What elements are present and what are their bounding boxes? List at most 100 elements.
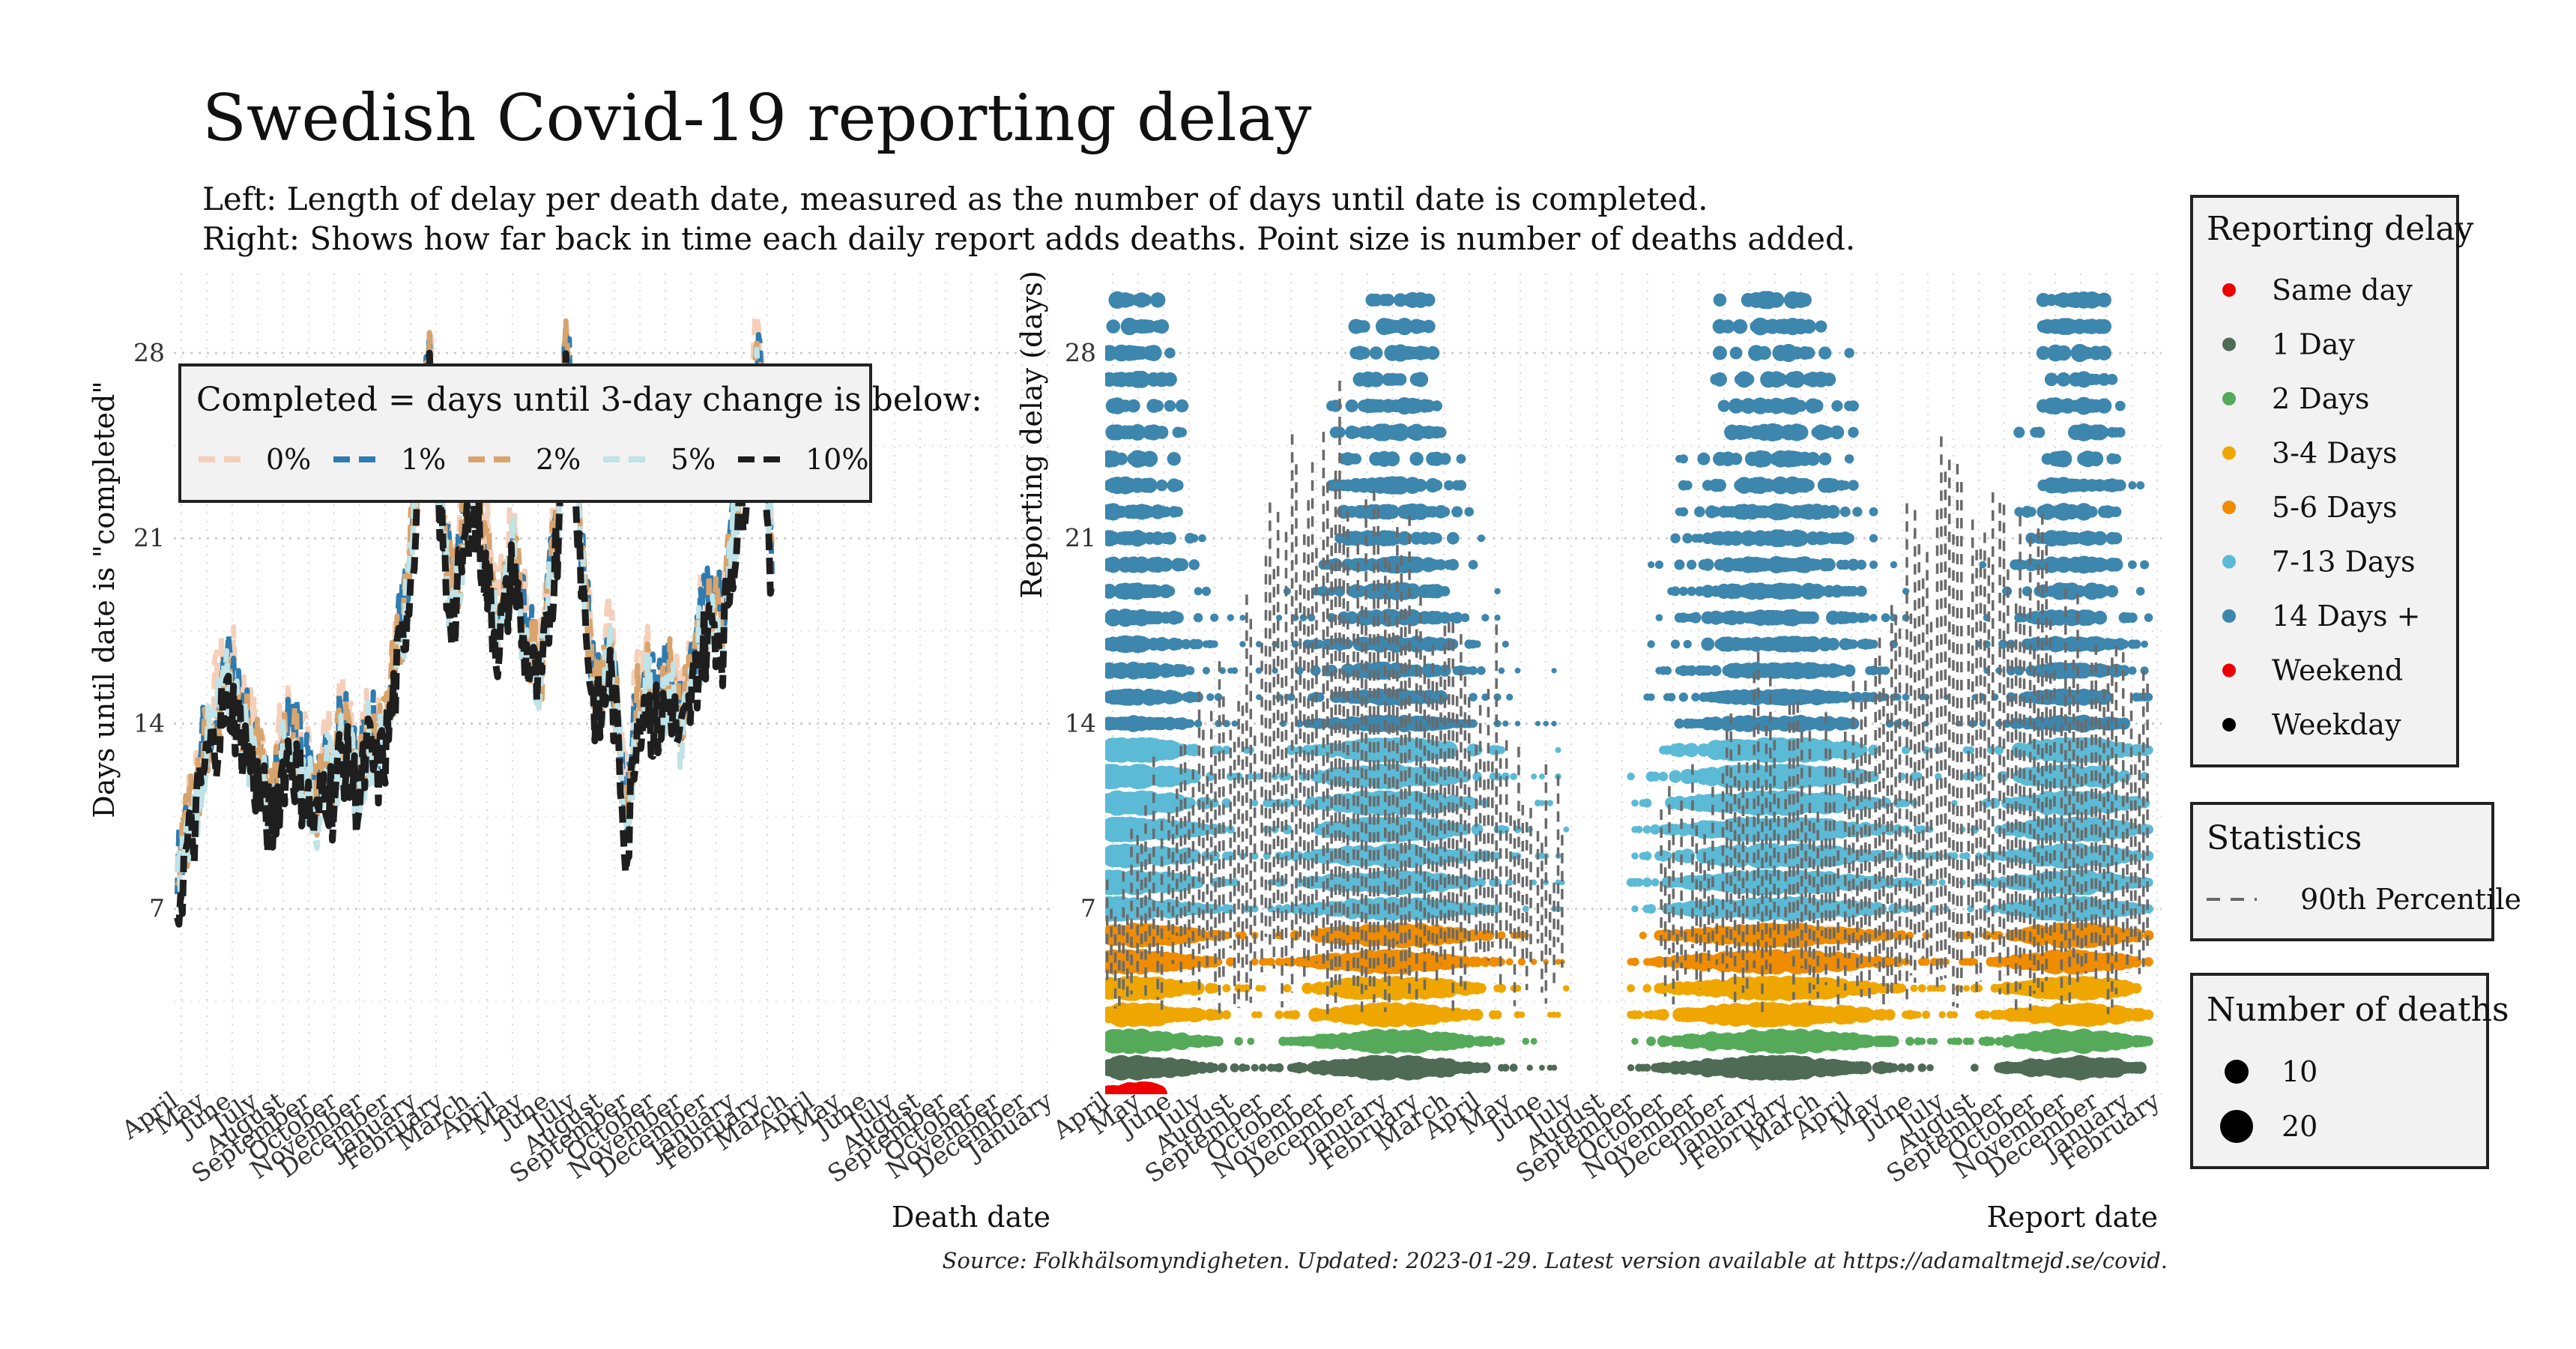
delay-point <box>1473 640 1481 648</box>
delay-point <box>1630 957 1639 967</box>
left-y-axis-title: Days until date is "completed" <box>88 381 121 818</box>
delay-point <box>1869 614 1878 622</box>
delay-point <box>1498 1037 1505 1045</box>
delay-point <box>1382 294 1395 307</box>
reporting-delay-legend-label: Same day <box>2272 274 2413 307</box>
delay-point <box>1177 427 1187 438</box>
delay-point <box>1669 770 1682 783</box>
delay-point <box>1368 372 1384 387</box>
delay-point <box>1712 345 1727 360</box>
reporting-delay-legend-dot <box>2222 555 2236 569</box>
delay-point <box>1757 345 1771 360</box>
delay-point <box>1395 318 1413 336</box>
delay-point <box>2096 345 2112 360</box>
reporting-delay-legend-items: Same day 1 Day 2 Days 3-4 Days 5-6 Days 7-13 … <box>2222 274 2420 741</box>
delay-point <box>2088 451 2104 467</box>
delay-point <box>1627 1064 1635 1072</box>
delay-point <box>1230 1063 1239 1072</box>
delay-point <box>1678 692 1688 702</box>
delay-point <box>1239 615 1246 621</box>
delay-point <box>2114 479 2126 492</box>
delay-point <box>1710 665 1722 677</box>
delay-point <box>1650 824 1660 835</box>
reporting-delay-legend-label: 1 Day <box>2272 328 2355 361</box>
delay-point <box>1666 692 1676 701</box>
delay-point <box>1469 719 1478 728</box>
left-legend-label: 5% <box>671 443 716 476</box>
delay-point <box>1801 319 1816 334</box>
delay-point <box>1477 534 1485 543</box>
delay-point <box>1426 345 1440 360</box>
delay-point <box>1555 879 1561 886</box>
delay-point <box>1276 615 1283 621</box>
delay-point <box>2111 506 2122 518</box>
delay-point <box>1729 453 1743 465</box>
delay-point <box>1922 1010 1931 1019</box>
delay-point <box>1563 826 1570 833</box>
left-x-axis-title: Death date <box>892 1201 1050 1234</box>
delay-point <box>1447 558 1459 571</box>
delay-point <box>1476 878 1486 887</box>
delay-point <box>1369 346 1383 360</box>
delay-point <box>1152 399 1164 412</box>
delay-point <box>1226 905 1236 914</box>
delay-point <box>1106 319 1121 334</box>
delay-point <box>1145 345 1162 361</box>
delay-point <box>1234 1036 1243 1046</box>
delay-point <box>1498 667 1505 674</box>
delay-point <box>1971 1063 1979 1072</box>
reporting-delay-legend-dot <box>2222 283 2236 297</box>
delay-point <box>1385 504 1400 519</box>
delay-point <box>1792 530 1809 546</box>
delay-point <box>1462 1034 1476 1048</box>
delay-point <box>1795 399 1807 412</box>
delay-point <box>1539 1064 1545 1071</box>
y-tick-label: 21 <box>133 523 165 552</box>
delay-point <box>1167 452 1182 466</box>
delay-point <box>2127 612 2138 623</box>
delay-point <box>2141 640 2149 648</box>
delay-point <box>1522 905 1529 913</box>
delay-point <box>1670 639 1681 649</box>
delay-point <box>1686 665 1697 676</box>
delay-point <box>1477 666 1486 675</box>
reporting-delay-legend-label: Weekday <box>2272 708 2401 741</box>
delay-point <box>1414 479 1427 492</box>
delay-point <box>1210 640 1218 648</box>
delay-point <box>2144 613 2153 622</box>
delay-point <box>1230 878 1239 887</box>
delay-point <box>1729 346 1743 360</box>
delay-point <box>1188 559 1200 570</box>
left-legend-title: Completed = days until 3-day change is b… <box>196 381 982 419</box>
number-of-deaths-legend: Number of deaths 10 20 <box>2190 973 2509 1169</box>
delay-point <box>1826 504 1840 519</box>
delay-point <box>1917 1063 1926 1072</box>
delay-point <box>1822 558 1836 572</box>
delay-point <box>1788 370 1806 388</box>
delay-point <box>1627 984 1636 993</box>
delay-point <box>2096 292 2111 308</box>
delay-point <box>1412 372 1429 387</box>
delay-point <box>1526 1064 1533 1071</box>
delay-point <box>1663 666 1672 675</box>
delay-point <box>1193 639 1203 650</box>
delay-point <box>1868 744 1879 756</box>
delay-point <box>2131 983 2142 994</box>
delay-point <box>1412 503 1429 520</box>
delay-point <box>1172 612 1184 624</box>
left-legend-label: 10% <box>805 443 868 476</box>
delay-point <box>1502 640 1509 648</box>
delay-point <box>2144 957 2153 967</box>
delay-point <box>1839 559 1851 570</box>
delay-point <box>1535 720 1541 727</box>
reporting-delay-legend-dot <box>2222 501 2236 514</box>
delay-point <box>1695 534 1705 543</box>
page-title: Swedish Covid-19 reporting delay <box>202 81 1312 156</box>
delay-point <box>1914 1011 1922 1018</box>
delay-point <box>1210 613 1219 622</box>
y-tick-label: 14 <box>133 708 165 737</box>
delay-point <box>1721 319 1735 334</box>
delay-point <box>1642 825 1651 834</box>
delay-point <box>1391 423 1409 441</box>
delay-point <box>2140 560 2150 570</box>
